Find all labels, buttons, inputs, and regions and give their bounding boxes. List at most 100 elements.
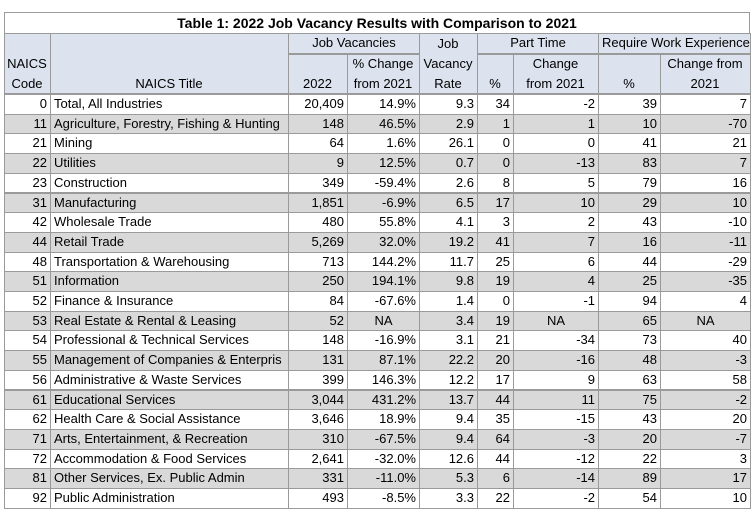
table-cell: Utilities: [50, 153, 289, 174]
table-cell: 31: [4, 192, 51, 214]
table-cell: 8: [477, 172, 514, 194]
column-header: Rate: [434, 76, 462, 91]
table-cell: 5: [513, 172, 599, 194]
table-cell: 62: [4, 409, 51, 430]
table-cell: Management of Companies & Enterpris: [50, 350, 289, 371]
table-cell: 22.2: [419, 350, 478, 371]
table-cell: 480: [288, 212, 348, 233]
table-cell: Manufacturing: [50, 192, 289, 214]
table-cell: 46.5%: [347, 113, 420, 135]
table-cell: 13.7: [419, 389, 478, 411]
table-cell: 3.3: [419, 488, 478, 509]
table-cell: 43: [598, 212, 661, 233]
table-cell: 10: [513, 192, 599, 214]
table-cell: 29: [598, 192, 661, 214]
table-cell: -16: [513, 350, 599, 371]
table-cell: 12.5%: [347, 153, 420, 174]
table-cell: -15: [513, 409, 599, 430]
table-cell: 89: [598, 468, 661, 489]
table-cell: 42: [4, 212, 51, 233]
table-cell: Agriculture, Forestry, Fishing & Hunting: [50, 113, 289, 135]
table-cell: 331: [288, 468, 348, 489]
header-divider: [598, 54, 661, 94]
table-cell: 58: [660, 369, 751, 391]
column-group: Require Work Experience: [598, 33, 751, 54]
table-cell: -6.9%: [347, 192, 420, 214]
table-cell: 44: [477, 448, 514, 470]
table-cell: 56: [4, 369, 51, 391]
table-cell: -32.0%: [347, 448, 420, 470]
header-divider: [513, 54, 599, 94]
table-cell: 310: [288, 428, 348, 450]
table-cell: 5,269: [288, 231, 348, 253]
table-cell: 25: [477, 251, 514, 273]
column-header: % Change: [352, 56, 414, 71]
table-cell: 39: [598, 94, 661, 115]
table-cell: -34: [513, 330, 599, 352]
table-cell: 0: [477, 291, 514, 312]
table-cell: NA: [660, 310, 751, 332]
table-cell: 144.2%: [347, 251, 420, 273]
table-cell: 20: [660, 409, 751, 430]
table-cell: 4.1: [419, 212, 478, 233]
table-cell: 0: [513, 133, 599, 155]
table-cell: 9.8: [419, 271, 478, 292]
column-header: Code: [11, 76, 43, 91]
table-cell: 17: [660, 468, 751, 489]
table-cell: -67.6%: [347, 291, 420, 312]
table-cell: 54: [4, 330, 51, 352]
table-cell: 713: [288, 251, 348, 273]
column-header: %: [623, 76, 635, 91]
table-cell: 19: [477, 310, 514, 332]
column-header: NAICS: [7, 56, 47, 71]
table-cell: 21: [477, 330, 514, 352]
table-cell: 41: [598, 133, 661, 155]
table-cell: 0: [4, 94, 51, 115]
table-cell: -11: [660, 231, 751, 253]
table-cell: 35: [477, 409, 514, 430]
table-cell: 48: [598, 350, 661, 371]
table-cell: 3,044: [288, 389, 348, 411]
table-cell: -10: [660, 212, 751, 233]
table-cell: -7: [660, 428, 751, 450]
table-cell: 349: [288, 172, 348, 194]
table-cell: -13: [513, 153, 599, 174]
table-cell: 55.8%: [347, 212, 420, 233]
header-divider: [347, 54, 420, 94]
table-cell: 16: [660, 172, 751, 194]
table-cell: Professional & Technical Services: [50, 330, 289, 352]
table-cell: 51: [4, 271, 51, 292]
table-cell: 19.2: [419, 231, 478, 253]
table-cell: 4: [660, 291, 751, 312]
table-cell: 43: [598, 409, 661, 430]
table-cell: 148: [288, 330, 348, 352]
table-cell: 79: [598, 172, 661, 194]
table-cell: 20: [598, 428, 661, 450]
table-cell: Arts, Entertainment, & Recreation: [50, 428, 289, 450]
table-cell: Health Care & Social Assistance: [50, 409, 289, 430]
table-cell: 3: [477, 212, 514, 233]
table-cell: 44: [477, 389, 514, 411]
table-cell: 19: [477, 271, 514, 292]
column-header: Change from: [667, 56, 743, 71]
table-cell: 3.1: [419, 330, 478, 352]
table-cell: 1.6%: [347, 133, 420, 155]
table-cell: -11.0%: [347, 468, 420, 489]
header-divider: [660, 54, 751, 94]
table-cell: 9.3: [419, 94, 478, 115]
table-cell: -1: [513, 291, 599, 312]
table-cell: 87.1%: [347, 350, 420, 371]
table-cell: -16.9%: [347, 330, 420, 352]
table-cell: 63: [598, 369, 661, 391]
table-cell: NA: [513, 310, 599, 332]
table-cell: 41: [477, 231, 514, 253]
table-cell: Retail Trade: [50, 231, 289, 253]
table-cell: 44: [4, 231, 51, 253]
column-header: Change: [532, 56, 579, 71]
column-header: Vacancy: [423, 56, 473, 71]
table-cell: -2: [513, 94, 599, 115]
table-cell: 9: [288, 153, 348, 174]
table-cell: 72: [4, 448, 51, 470]
table-cell: 17: [477, 369, 514, 391]
